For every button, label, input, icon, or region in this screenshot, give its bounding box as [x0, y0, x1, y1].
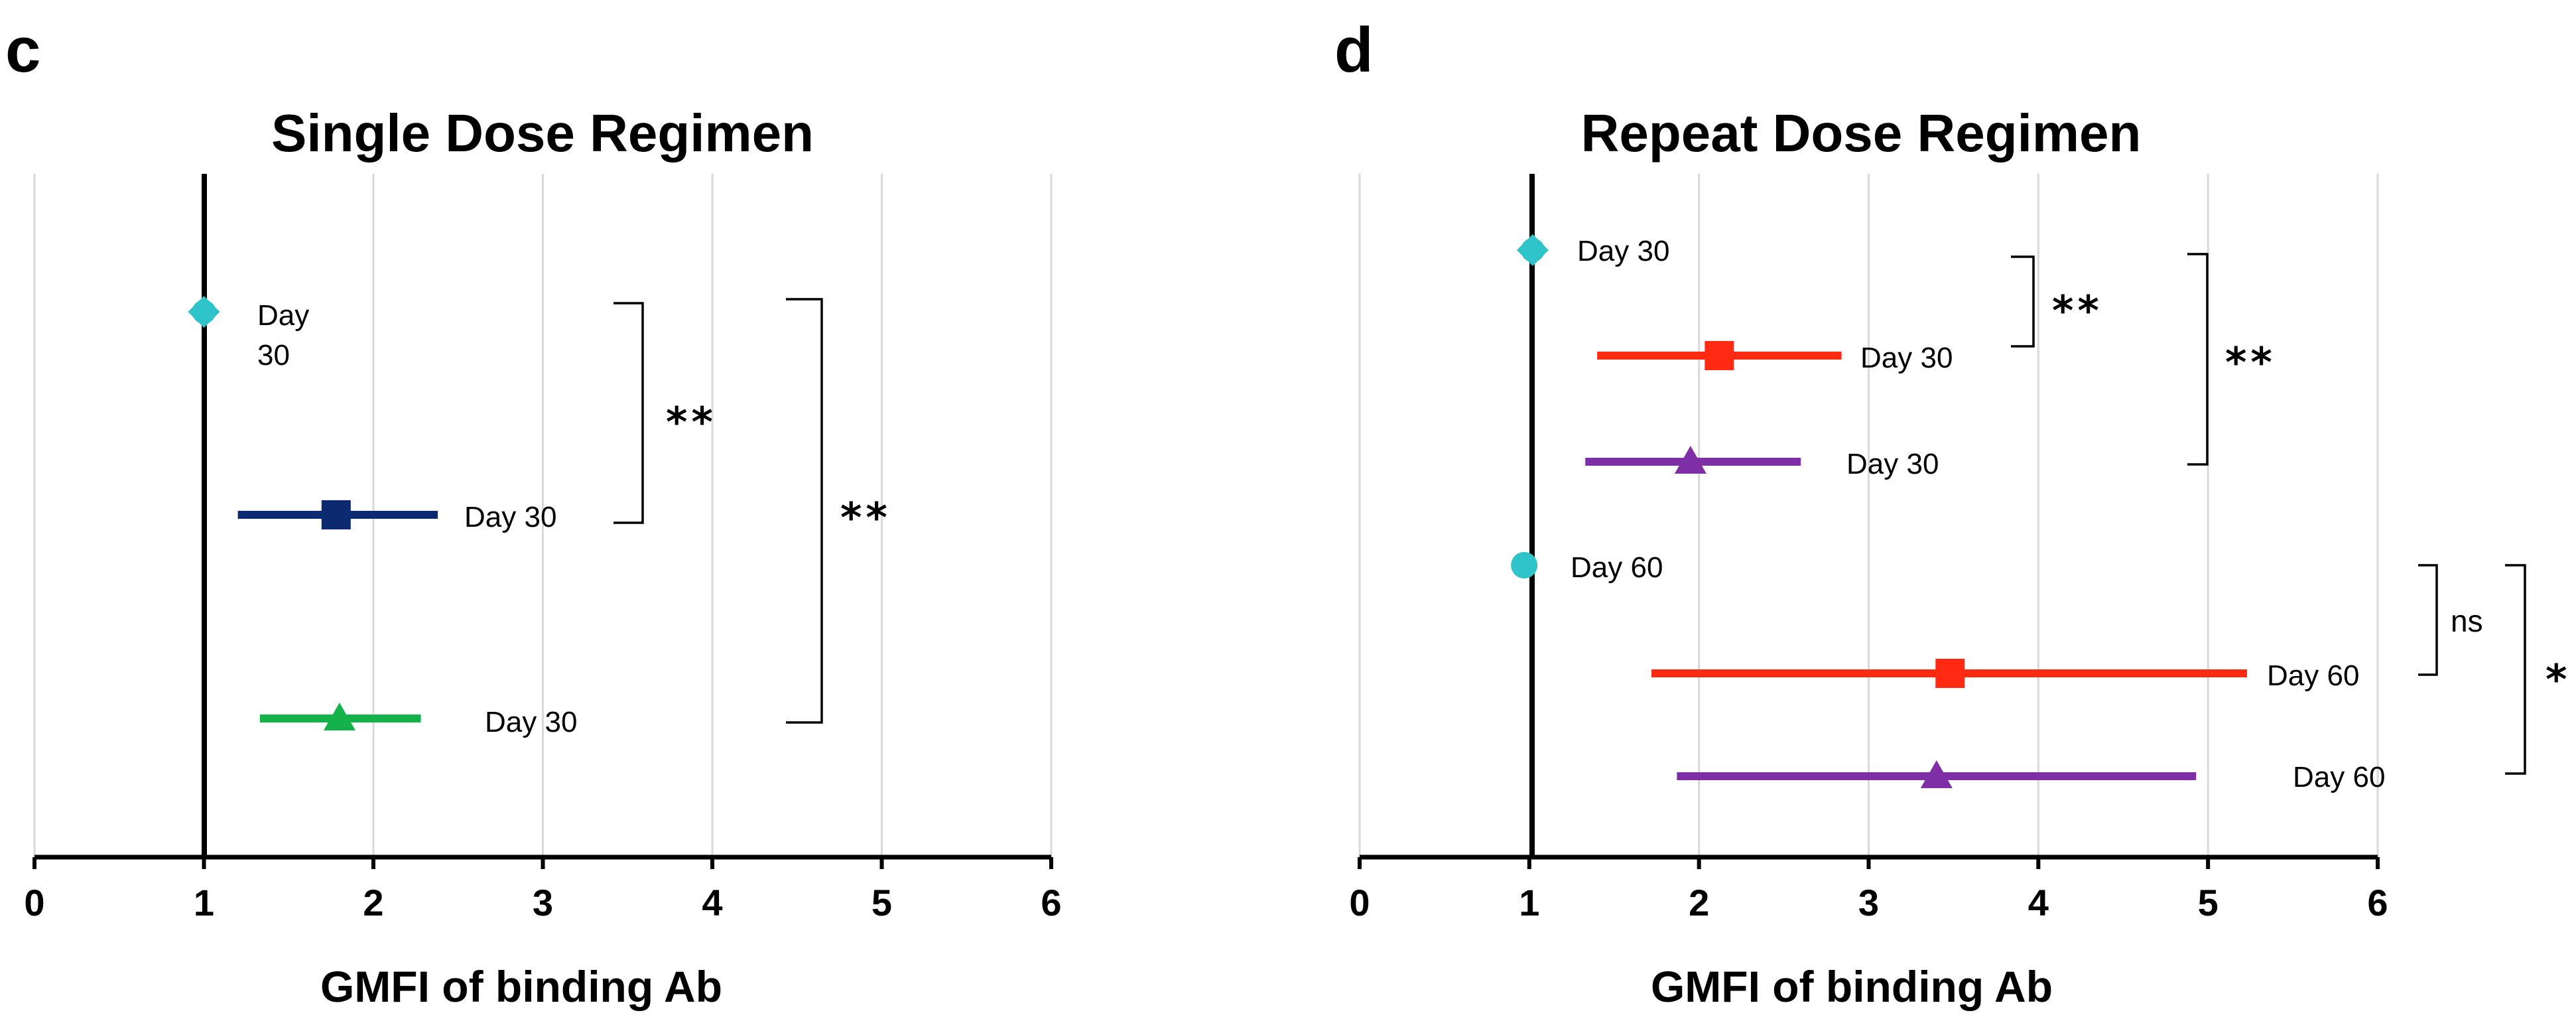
x-tick-labels-c: 0 1 2 3 4 5 6 — [24, 882, 1061, 923]
point-label-d-1: Day 30 — [1860, 342, 1953, 374]
x-tick-label-c-6: 6 — [1041, 882, 1061, 923]
marker-c-1 — [321, 500, 351, 529]
x-tick-labels-d: 0 1 2 3 4 5 6 — [1349, 882, 2388, 923]
comparison-bracket-c-0 — [613, 302, 644, 524]
panel-d-repeat-dose: d Repeat Dose Regimen 0 1 2 3 4 5 6 Day 30 Day… — [1334, 15, 2571, 1011]
comparison-bracket-d-2 — [2418, 564, 2438, 676]
panel-letter-d: d — [1334, 15, 1374, 86]
significance-label-d-3: * — [2545, 655, 2571, 704]
point-label-d-2: Day 30 — [1846, 448, 1939, 480]
x-tick-label-c-5: 5 — [871, 882, 892, 923]
chart-title-c: Single Dose Regimen — [271, 103, 814, 163]
comparison-bracket-c-1 — [786, 298, 823, 724]
x-tick-label-c-3: 3 — [533, 882, 553, 923]
panel-c-single-dose: c Single Dose Regimen 0 1 2 3 4 5 6 Day 30 Day… — [5, 15, 1062, 1011]
comparison-bracket-d-1 — [2187, 253, 2209, 466]
point-label-d-5: Day 60 — [2293, 761, 2385, 793]
x-ticks-d — [1358, 857, 2380, 869]
x-axis-title-c: GMFI of binding Ab — [320, 962, 722, 1011]
marker-c-0-core — [192, 300, 216, 324]
chart-title-d: Repeat Dose Regimen — [1581, 103, 2142, 163]
x-tick-label-d-3: 3 — [1858, 882, 1879, 923]
x-tick-label-d-2: 2 — [1689, 882, 1709, 923]
significance-label-c-0: ** — [666, 398, 717, 446]
x-tick-label-d-0: 0 — [1349, 882, 1370, 923]
panel-letter-c: c — [5, 15, 40, 86]
significance-label-d-0: ** — [2052, 287, 2103, 335]
significance-label-d-2: ns — [2451, 604, 2483, 638]
x-tick-label-c-0: 0 — [24, 882, 44, 923]
significance-label-d-1: ** — [2225, 338, 2276, 387]
marker-d-1 — [1705, 341, 1734, 370]
x-tick-label-d-4: 4 — [2028, 882, 2049, 923]
point-label-c-0-line1: Day — [257, 299, 309, 332]
point-label-c-1: Day 30 — [464, 501, 556, 533]
comparison-bracket-d-3 — [2505, 564, 2526, 775]
x-axis-title-d: GMFI of binding Ab — [1651, 962, 2053, 1011]
x-tick-label-c-1: 1 — [194, 882, 214, 923]
grid-lines-d — [1358, 174, 2379, 857]
x-tick-label-d-6: 6 — [2367, 882, 2388, 923]
marker-d-5 — [1920, 760, 1953, 788]
marker-d-3 — [1511, 552, 1538, 579]
marker-d-0-core — [1520, 238, 1545, 262]
grid-lines-c — [33, 174, 1053, 857]
point-label-c-0-line2: 30 — [257, 339, 290, 372]
marker-d-4 — [1935, 659, 1965, 688]
point-label-c-2: Day 30 — [485, 706, 577, 738]
data-points-d — [1511, 234, 2248, 788]
x-tick-label-c-4: 4 — [702, 882, 722, 923]
point-label-c-0: Day 30 — [257, 299, 317, 372]
significance-label-c-1: ** — [840, 494, 891, 542]
point-label-d-0: Day 30 — [1577, 235, 1669, 267]
comparison-bracket-d-0 — [2011, 255, 2035, 348]
x-ticks-c — [32, 857, 1053, 869]
x-tick-label-d-1: 1 — [1519, 882, 1539, 923]
marker-c-2 — [323, 703, 355, 730]
x-tick-label-c-2: 2 — [363, 882, 383, 923]
data-points-c — [188, 296, 438, 730]
point-label-d-3: Day 60 — [1571, 551, 1663, 584]
point-label-d-4: Day 60 — [2267, 659, 2359, 692]
marker-d-2 — [1674, 446, 1707, 474]
x-tick-label-d-5: 5 — [2198, 882, 2219, 923]
